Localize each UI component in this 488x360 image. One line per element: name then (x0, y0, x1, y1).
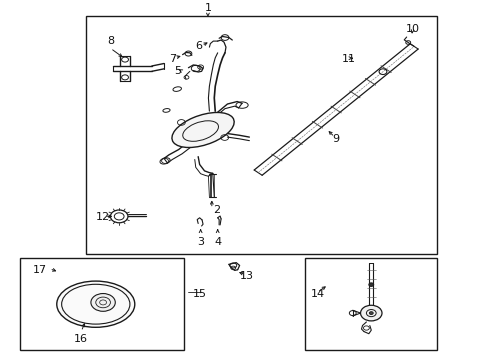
Text: 7: 7 (168, 54, 176, 64)
Ellipse shape (172, 112, 234, 148)
Text: 16: 16 (74, 334, 88, 345)
Text: 2: 2 (212, 205, 220, 215)
Text: 11: 11 (341, 54, 355, 64)
Text: 6: 6 (195, 41, 203, 51)
Circle shape (91, 293, 115, 311)
Bar (86, 16, 436, 255)
Text: 5: 5 (173, 66, 181, 76)
Text: 14: 14 (311, 288, 325, 298)
Circle shape (368, 312, 372, 315)
Circle shape (360, 305, 381, 321)
Text: 15: 15 (193, 288, 207, 298)
Circle shape (368, 283, 373, 287)
Text: 4: 4 (214, 237, 221, 247)
Text: 13: 13 (239, 271, 253, 281)
Text: 3: 3 (197, 237, 203, 247)
Text: 9: 9 (331, 134, 339, 144)
Bar (305, 258, 436, 350)
Ellipse shape (57, 281, 135, 327)
Text: 8: 8 (106, 36, 114, 46)
Text: 12: 12 (96, 212, 110, 222)
Bar (20, 258, 183, 350)
Text: 10: 10 (405, 24, 419, 33)
Text: 1: 1 (204, 3, 211, 13)
Text: 17: 17 (32, 265, 46, 275)
